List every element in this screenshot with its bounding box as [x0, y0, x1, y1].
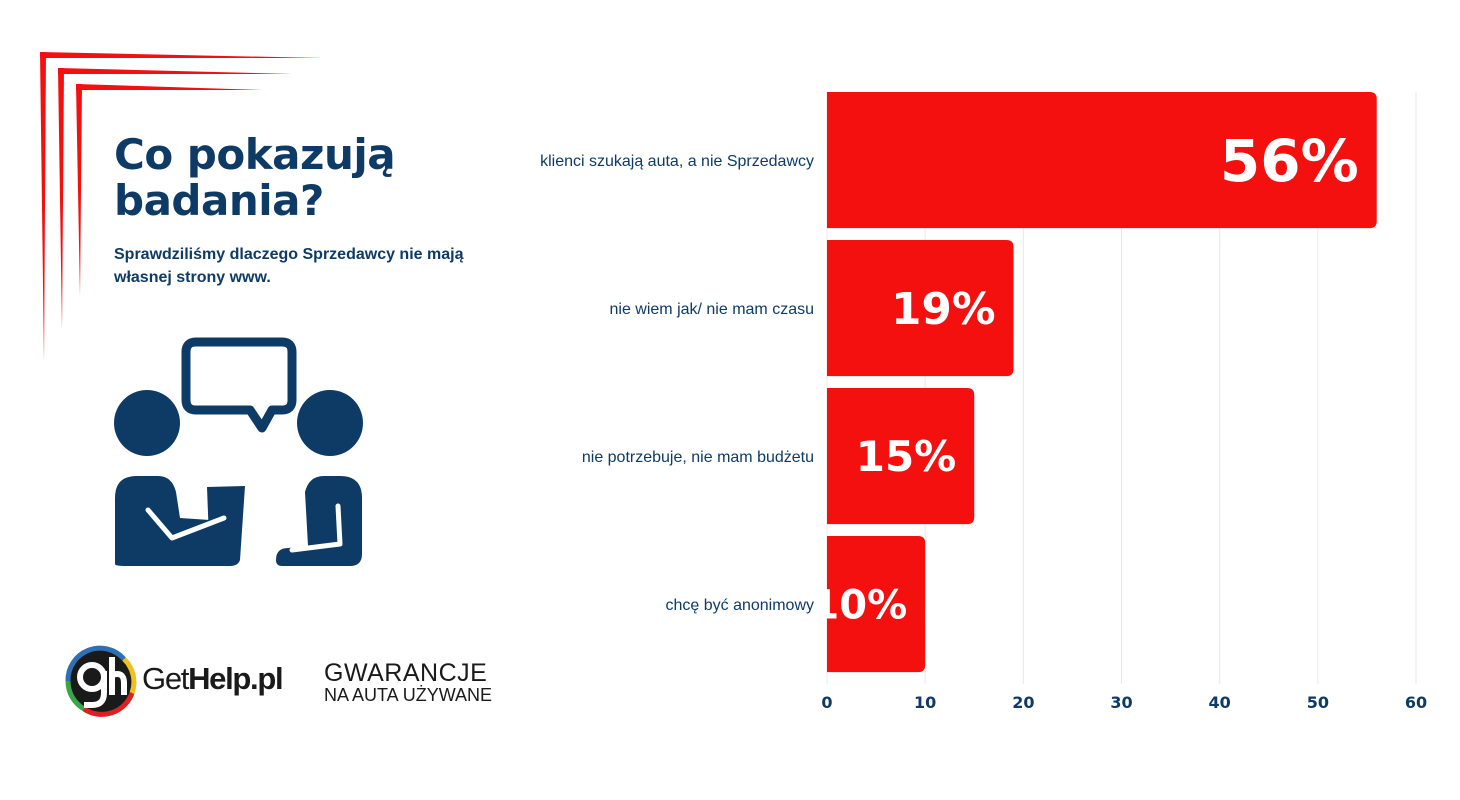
- logo-tagline-2: NA AUTA UŻYWANE: [324, 685, 493, 705]
- bar: [827, 92, 1377, 229]
- gethelp-logo-mark: [65, 645, 137, 717]
- chart-bars: [827, 92, 1377, 673]
- x-tick-label: 60: [1405, 693, 1427, 712]
- x-tick-label: 40: [1209, 693, 1231, 712]
- bar-value-label: 15%: [856, 432, 957, 481]
- conversation-icon: [114, 337, 363, 566]
- category-label: nie potrzebuje, nie mam budżetu: [582, 449, 814, 466]
- corner-decoration: [40, 52, 322, 362]
- bar: [827, 388, 975, 525]
- logo-tagline-1: GWARANCJE: [324, 659, 488, 687]
- bar-value-label: 19%: [891, 285, 995, 335]
- x-tick-label: 20: [1012, 693, 1034, 712]
- category-label: klienci szukają auta, a nie Sprzedawcy: [540, 153, 814, 170]
- x-tick-label: 30: [1110, 693, 1132, 712]
- bar: [827, 240, 1014, 377]
- bar-value-label: 10%: [811, 582, 907, 628]
- page-subtitle: Sprawdziliśmy dlaczego Sprzedawcy nie ma…: [114, 246, 464, 286]
- category-label: nie wiem jak/ nie mam czasu: [609, 301, 814, 318]
- bar-value-label: 56%: [1220, 127, 1359, 195]
- right-person-body-icon: [276, 476, 362, 566]
- page-title: Co pokazują badania?: [114, 130, 396, 225]
- category-label: chcę być anonimowy: [665, 597, 814, 614]
- gethelp-logo[interactable]: GetHelp.pl GWARANCJE NA AUTA UŻYWANE: [64, 643, 524, 723]
- speech-bubble-icon: [181, 337, 297, 433]
- x-tick-label: 10: [914, 693, 936, 712]
- gethelp-logo-text: GetHelp.pl: [142, 661, 284, 696]
- chart-labels: 0 10 20 30 40 50 60 klienci szukają auta, a nie…: [540, 127, 1427, 712]
- x-tick-label: 0: [821, 693, 832, 712]
- x-tick-label: 50: [1307, 693, 1329, 712]
- left-person-head-icon: [114, 390, 180, 456]
- left-person-body-icon: [115, 476, 245, 566]
- bar: [827, 536, 926, 673]
- right-person-head-icon: [297, 390, 363, 456]
